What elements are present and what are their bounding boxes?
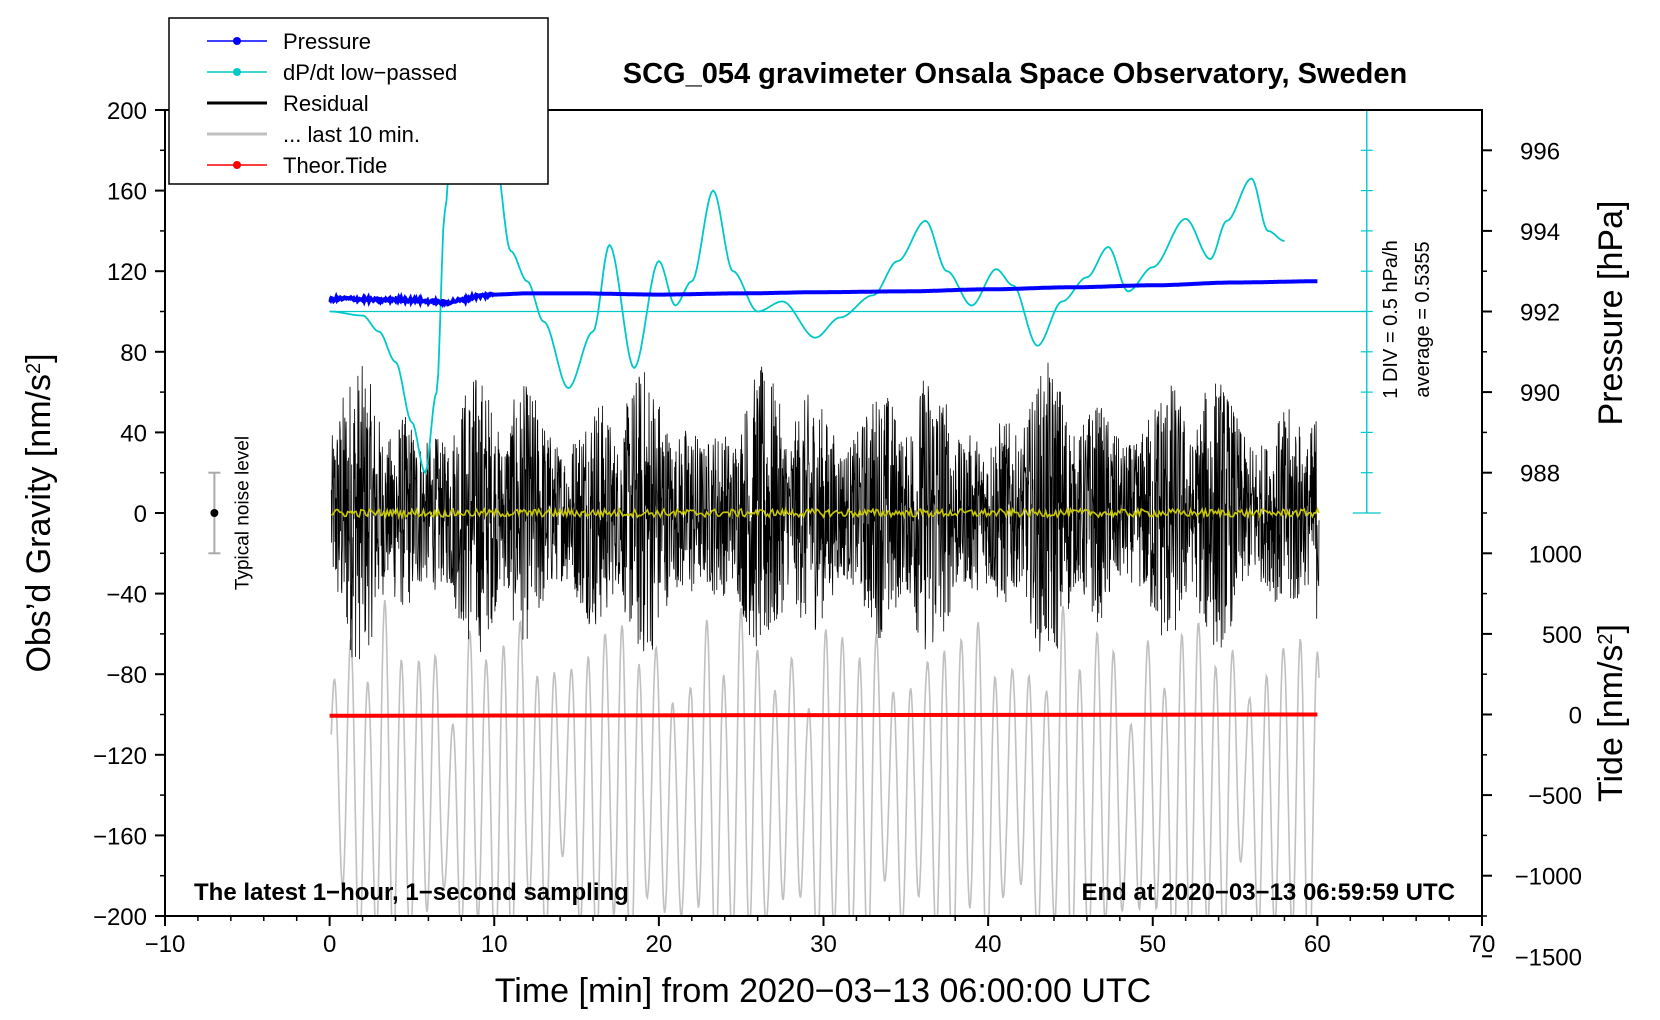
pressure-tick-label: 992 [1520, 300, 1560, 327]
x-tick-label: −10 [145, 931, 186, 958]
x-tick-label: 30 [810, 931, 837, 958]
legend: Pressure dP/dt low−passed Residual ... last… [168, 17, 549, 185]
y-tick-label: −200 [93, 904, 147, 931]
footer-left-note: The latest 1−hour, 1−second sampling [194, 879, 629, 906]
y-tick-label: −120 [93, 743, 147, 770]
x-tick-label: 60 [1304, 931, 1331, 958]
pressure-tick-label: 990 [1520, 380, 1560, 407]
label-text: Tide [nm/s [1592, 645, 1630, 802]
y-tick-label: 200 [107, 98, 147, 125]
x-tick-label: 10 [481, 931, 508, 958]
legend-label: Theor.Tide [283, 153, 387, 178]
pressure-tick-label: 996 [1520, 138, 1560, 165]
label-text-end: ] [1592, 624, 1630, 633]
axes: −10 0 10 20 30 40 50 60 70 200 160 120 80 40 0 −40 −80 −1… [93, 98, 1582, 971]
y-axis-label-gravity: Obs’d Gravity [nm/s2] [20, 353, 58, 672]
chart-title: SCG_054 gravimeter Onsala Space Observat… [623, 58, 1407, 90]
dpdt-average-label: average = 0.5355 [1412, 241, 1434, 397]
x-tick-label: 40 [975, 931, 1002, 958]
y-tick-label: 160 [107, 179, 147, 206]
legend-swatch-marker [233, 37, 241, 45]
legend-label: Residual [283, 91, 369, 116]
y-axis-label-tide: Tide [nm/s2] [1592, 624, 1630, 802]
pressure-tick-label: 988 [1520, 461, 1560, 488]
label-text: Obs’d Gravity [nm/s [20, 374, 58, 673]
y-tick-label: 80 [120, 340, 147, 367]
x-tick-label: 20 [646, 931, 673, 958]
tide-tick-label: 1000 [1529, 541, 1582, 568]
noise-bar-point [210, 509, 219, 517]
y-tick-label: −160 [93, 823, 147, 850]
legend-box [168, 17, 549, 185]
footer-right-note: End at 2020−03−13 06:59:59 UTC [1081, 879, 1455, 906]
label-text-end: ] [20, 353, 58, 362]
plot-area: 1 DIV = 0.5 hPa/h average = 0.5355 Typical… [208, 110, 1434, 916]
label-superscript: 2 [1595, 633, 1617, 644]
series-residual-line [330, 362, 1320, 660]
label-superscript: 2 [23, 363, 45, 374]
tide-tick-label: 500 [1542, 622, 1582, 649]
x-tick-label: 70 [1469, 931, 1496, 958]
y-tick-label: 40 [120, 420, 147, 447]
noise-level-label: Typical noise level [232, 436, 253, 590]
y-tick-label: −40 [106, 582, 147, 609]
series-pressure-line [328, 279, 1318, 309]
y-axis-label-pressure: Pressure [hPa] [1592, 201, 1630, 426]
x-tick-label: 50 [1139, 931, 1166, 958]
axis-labels: SCG_054 gravimeter Onsala Space Observat… [20, 58, 1630, 1010]
y-tick-label: −80 [106, 662, 147, 689]
tide-tick-label: −1000 [1515, 864, 1582, 891]
legend-swatch-marker [233, 161, 241, 169]
x-axis-label: Time [min] from 2020−03−13 06:00:00 UTC [495, 972, 1151, 1010]
y-tick-label: 120 [107, 259, 147, 286]
series-theor-tide-line [329, 712, 1318, 718]
legend-label: ... last 10 min. [283, 122, 420, 147]
legend-swatch-marker [233, 68, 241, 76]
dpdt-scale-label: 1 DIV = 0.5 hPa/h [1380, 240, 1402, 398]
x-tick-label: 0 [323, 931, 336, 958]
y-tick-label: 0 [134, 501, 147, 528]
residual-smoothed-line [331, 506, 1320, 521]
series-last-10-min-line [330, 599, 1320, 916]
legend-label: dP/dt low−passed [283, 60, 457, 85]
tide-tick-label: −1500 [1515, 944, 1582, 971]
legend-label: Pressure [283, 29, 371, 54]
tide-tick-label: −500 [1528, 783, 1582, 810]
tide-tick-label: 0 [1569, 703, 1582, 730]
pressure-tick-label: 994 [1520, 219, 1560, 246]
